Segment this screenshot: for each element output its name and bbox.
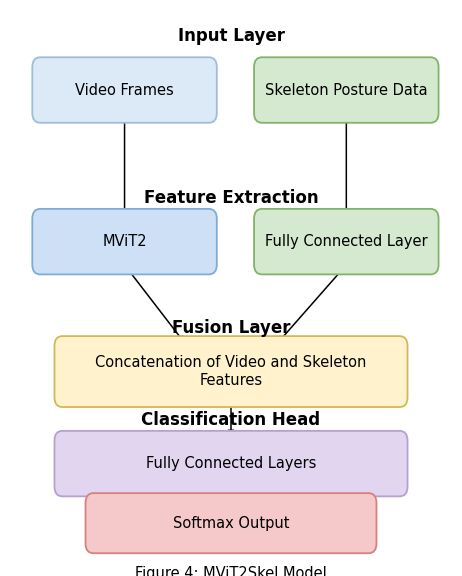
FancyBboxPatch shape (55, 431, 407, 497)
Text: Input Layer: Input Layer (177, 27, 285, 45)
Text: Softmax Output: Softmax Output (173, 516, 289, 530)
Text: MViT2: MViT2 (102, 234, 147, 249)
Text: Concatenation of Video and Skeleton
Features: Concatenation of Video and Skeleton Feat… (95, 355, 367, 388)
FancyBboxPatch shape (32, 209, 217, 274)
Text: Fully Connected Layers: Fully Connected Layers (146, 456, 316, 471)
FancyBboxPatch shape (32, 57, 217, 123)
Text: Skeleton Posture Data: Skeleton Posture Data (265, 82, 428, 97)
FancyBboxPatch shape (85, 493, 377, 553)
Text: Feature Extraction: Feature Extraction (144, 190, 318, 207)
FancyBboxPatch shape (254, 57, 438, 123)
Text: Classification Head: Classification Head (141, 411, 321, 429)
Text: Video Frames: Video Frames (75, 82, 174, 97)
FancyBboxPatch shape (254, 209, 438, 274)
Text: Fully Connected Layer: Fully Connected Layer (265, 234, 428, 249)
FancyBboxPatch shape (55, 336, 407, 407)
Text: Figure 4: MViT2Skel Model: Figure 4: MViT2Skel Model (135, 566, 327, 576)
Text: Fusion Layer: Fusion Layer (172, 319, 290, 338)
